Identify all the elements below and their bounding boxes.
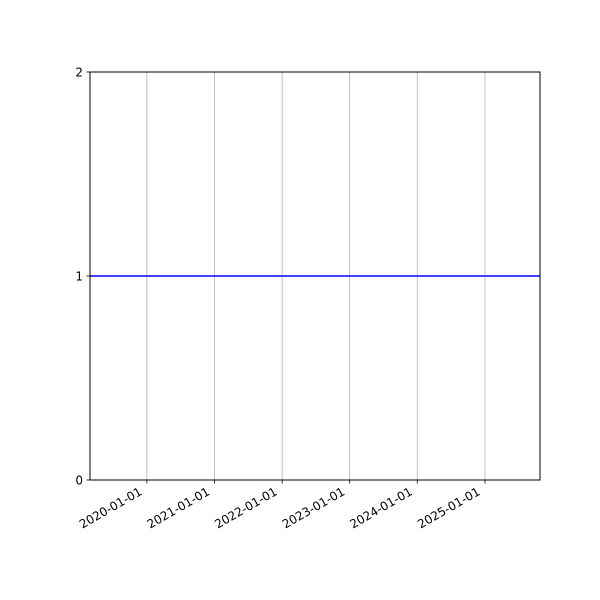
y-tick-label: 2 bbox=[75, 66, 83, 80]
y-tick-label: 0 bbox=[75, 474, 83, 488]
x-tick-label: 2024-01-01 bbox=[347, 484, 414, 531]
x-tick-label: 2023-01-01 bbox=[280, 484, 347, 531]
x-tick-label: 2022-01-01 bbox=[212, 484, 279, 531]
axes-frame bbox=[89, 71, 541, 481]
x-tick-label: 2025-01-01 bbox=[415, 484, 482, 531]
x-tick-label: 2020-01-01 bbox=[77, 484, 144, 531]
x-tick-label: 2021-01-01 bbox=[145, 484, 212, 531]
y-tick-label: 1 bbox=[75, 270, 83, 284]
